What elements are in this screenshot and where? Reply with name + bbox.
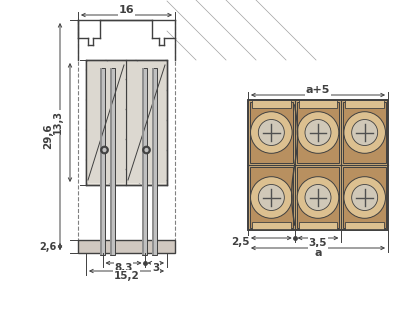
Circle shape xyxy=(258,120,284,146)
Circle shape xyxy=(352,184,378,211)
Bar xyxy=(252,222,291,230)
Circle shape xyxy=(102,148,107,153)
Text: 3: 3 xyxy=(152,263,159,273)
Text: 2,5: 2,5 xyxy=(231,237,249,247)
Circle shape xyxy=(144,148,149,153)
Bar xyxy=(299,100,337,108)
Bar xyxy=(87,62,125,183)
Text: a+5: a+5 xyxy=(306,85,330,95)
Polygon shape xyxy=(110,68,115,255)
Bar xyxy=(345,100,384,108)
Bar xyxy=(78,240,175,253)
Bar xyxy=(127,62,166,183)
Bar xyxy=(297,167,339,228)
Text: 8,3: 8,3 xyxy=(114,263,133,273)
Bar xyxy=(250,167,293,228)
Bar xyxy=(297,102,339,163)
Circle shape xyxy=(250,177,292,218)
Polygon shape xyxy=(142,68,144,255)
Bar xyxy=(299,222,337,230)
Text: 2,6: 2,6 xyxy=(39,241,57,252)
Circle shape xyxy=(305,120,331,146)
Text: 29,6: 29,6 xyxy=(43,124,53,149)
Text: 15,2: 15,2 xyxy=(114,271,139,281)
Polygon shape xyxy=(152,68,157,255)
Text: 16: 16 xyxy=(119,5,134,15)
Circle shape xyxy=(258,184,284,211)
Circle shape xyxy=(250,112,292,153)
Text: 13,3: 13,3 xyxy=(53,110,63,135)
Bar xyxy=(345,222,384,230)
Circle shape xyxy=(297,112,339,153)
Bar xyxy=(343,102,386,163)
Circle shape xyxy=(297,177,339,218)
Bar xyxy=(250,102,293,163)
Circle shape xyxy=(305,184,331,211)
Bar xyxy=(248,100,388,230)
Bar xyxy=(86,60,167,185)
Circle shape xyxy=(142,146,150,154)
Circle shape xyxy=(344,112,386,153)
Polygon shape xyxy=(110,68,112,255)
Polygon shape xyxy=(152,68,154,255)
Circle shape xyxy=(344,177,386,218)
Circle shape xyxy=(100,146,108,154)
Polygon shape xyxy=(100,68,102,255)
Bar xyxy=(343,167,386,228)
Bar xyxy=(248,100,388,230)
Bar xyxy=(252,100,291,108)
Polygon shape xyxy=(100,68,105,255)
Text: a: a xyxy=(314,248,322,258)
Circle shape xyxy=(352,120,378,146)
Polygon shape xyxy=(142,68,147,255)
Text: 3,5: 3,5 xyxy=(309,238,327,248)
